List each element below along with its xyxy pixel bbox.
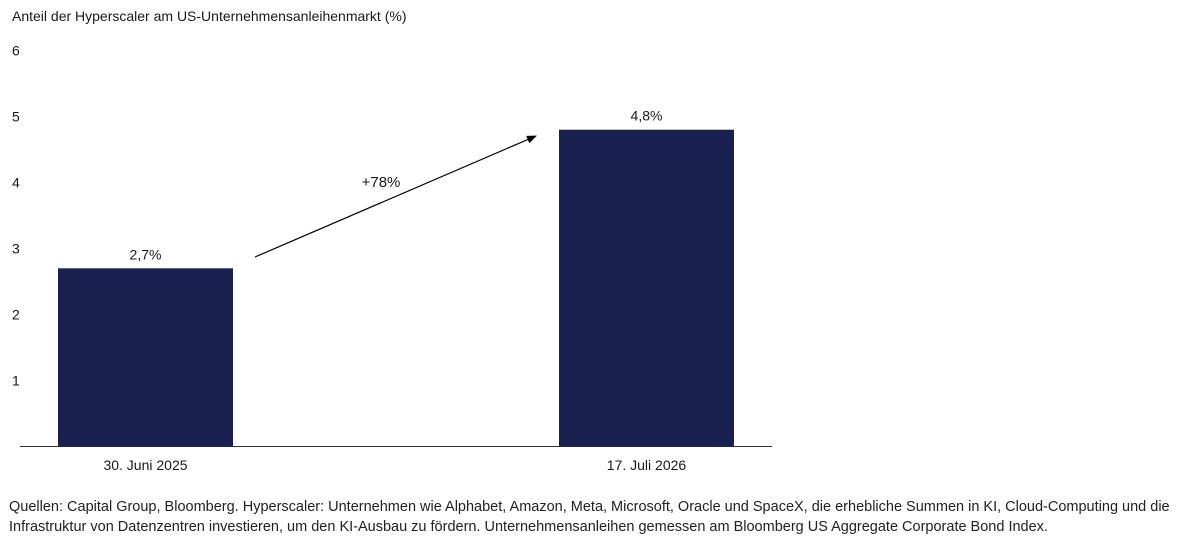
bar-data-label: 2,7% xyxy=(130,246,162,262)
bar-data-label: 4,8% xyxy=(631,108,663,124)
x-tick-label: 30. Juni 2025 xyxy=(103,457,187,473)
y-tick-label: 1 xyxy=(12,373,20,389)
y-tick-label: 6 xyxy=(12,43,20,59)
bars-group xyxy=(58,129,734,447)
chart-title: Anteil der Hyperscaler am US-Unternehmen… xyxy=(12,8,407,24)
bar xyxy=(58,268,233,447)
x-tick-label: 17. Juli 2026 xyxy=(607,457,687,473)
growth-annotation: +78% xyxy=(362,174,401,191)
bar xyxy=(559,129,734,447)
growth-arrow: +78% xyxy=(254,135,537,258)
source-note: Quellen: Capital Group, Bloomberg. Hyper… xyxy=(9,499,1170,535)
x-axis-ticks: 30. Juni 2025 17. Juli 2026 xyxy=(103,457,686,473)
data-labels-group: 2,7% 4,8% xyxy=(130,108,663,263)
y-tick-label: 4 xyxy=(12,175,20,191)
growth-arrow-line xyxy=(254,135,537,258)
y-axis-ticks: 1 2 3 4 5 6 xyxy=(12,43,20,389)
y-tick-label: 2 xyxy=(12,307,20,323)
y-tick-label: 5 xyxy=(12,109,20,125)
y-tick-label: 3 xyxy=(12,241,20,257)
